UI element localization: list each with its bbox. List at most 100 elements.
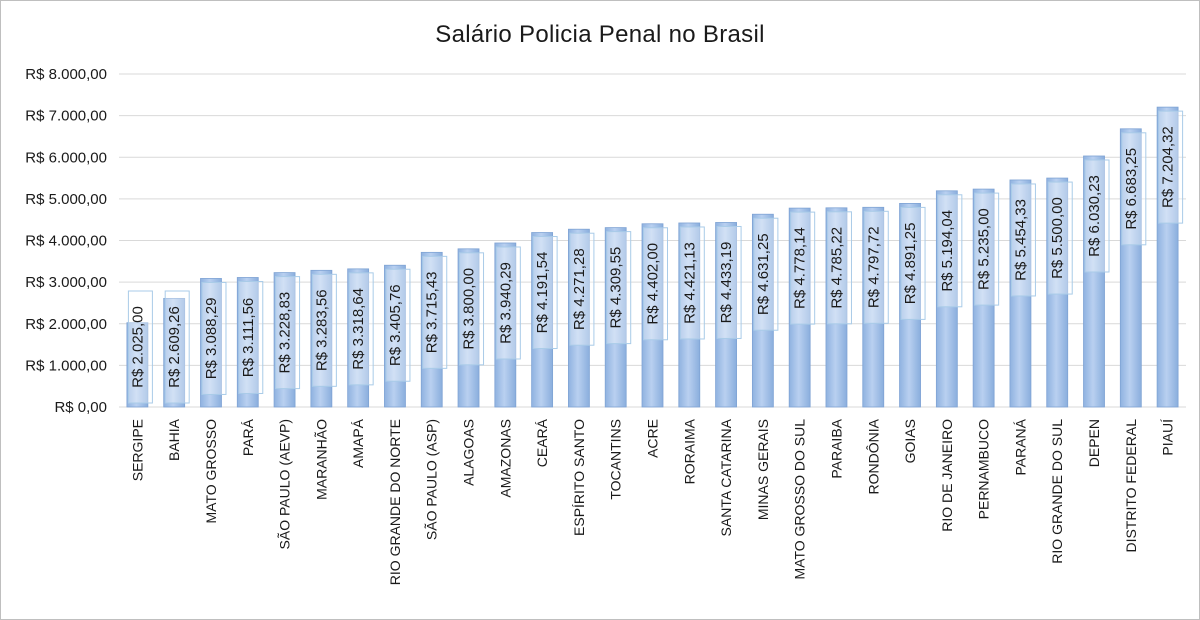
data-label: R$ 4.402,00: [645, 243, 662, 325]
y-tick-label: R$ 4.000,00: [25, 233, 107, 250]
x-tick-label: CEARÁ: [534, 418, 550, 467]
bar: [310, 269, 333, 408]
data-label: R$ 3.715,43: [424, 271, 441, 353]
x-tick-label: MINAS GERAIS: [755, 419, 771, 520]
data-label: R$ 4.309,55: [608, 247, 625, 329]
data-label: R$ 4.778,14: [792, 227, 809, 309]
data-label-box: [753, 217, 779, 331]
data-label: R$ 4.891,25: [902, 223, 919, 305]
x-tick-label: MARANHÃO: [313, 419, 329, 500]
data-label-box: [127, 290, 153, 404]
bar: [1119, 128, 1142, 408]
data-labels: R$ 2.025,00 R$ 2.609,26 R$ 3.088,29 R$ 3.11…: [127, 110, 1184, 404]
y-tick-label: R$ 5.000,00: [25, 191, 107, 208]
data-label-box: [238, 280, 264, 394]
bar: [568, 228, 590, 408]
x-tick-label: PARANÁ: [1012, 418, 1028, 475]
data-label: R$ 4.785,22: [828, 227, 845, 309]
y-tick-label: R$ 7.000,00: [25, 108, 107, 125]
x-tick-label: RORAIMA: [681, 418, 697, 484]
y-axis-ticks: R$ 0,00 R$ 1.000,00 R$ 2.000,00 R$ 3.000,00…: [25, 66, 107, 416]
data-label-box: [679, 226, 705, 340]
x-tick-label: DEPEN: [1086, 419, 1102, 467]
x-tick-label: PARAIBA: [828, 418, 844, 478]
bar: [1046, 177, 1069, 408]
x-tick-label: MATO GROSSO DO SUL: [792, 419, 808, 580]
data-label-box: [201, 281, 227, 395]
bar: [200, 278, 222, 408]
x-tick-label: RONDÔNIA: [865, 418, 881, 494]
x-tick-label: PARÁ: [240, 418, 256, 456]
x-tick-label: GOIAS: [902, 419, 918, 463]
bar: [899, 203, 921, 408]
x-tick-label: ACRE: [645, 419, 661, 458]
data-label: R$ 5.235,00: [976, 208, 993, 290]
data-label: R$ 4.421,13: [681, 242, 698, 324]
data-label: R$ 3.283,56: [313, 289, 330, 371]
bar: [788, 207, 811, 408]
data-label: R$ 2.609,26: [166, 306, 183, 388]
data-label: R$ 3.111,56: [240, 298, 257, 378]
data-label-box: [1084, 159, 1110, 273]
bar: [751, 213, 774, 408]
data-label: R$ 7.204,32: [1160, 126, 1177, 208]
x-tick-label: RIO GRANDE DO SUL: [1049, 419, 1065, 564]
bar: [273, 272, 296, 408]
y-tick-label: R$ 6.000,00: [25, 149, 107, 166]
data-label: R$ 4.797,72: [865, 226, 882, 308]
data-label: R$ 3.228,83: [277, 292, 294, 374]
data-label: R$ 5.454,33: [1012, 199, 1029, 281]
data-label: R$ 6.683,25: [1123, 148, 1140, 230]
bar: [862, 206, 885, 408]
x-tick-label: ESPÍRITO SANTO: [571, 419, 587, 536]
data-label: R$ 3.318,64: [350, 288, 367, 370]
x-tick-label: AMAPÁ: [350, 418, 366, 468]
data-label-box: [790, 211, 816, 325]
data-label: R$ 2.025,00: [129, 306, 146, 388]
x-tick-label: PIAUÍ: [1160, 419, 1176, 456]
data-label-box: [569, 232, 595, 346]
x-tick-label: AMAZONAS: [497, 419, 513, 498]
data-label: R$ 3.405,76: [387, 284, 404, 366]
bar: [678, 222, 701, 408]
x-tick-label: SERGIPE: [129, 419, 145, 481]
data-label-box: [606, 231, 632, 345]
data-label-box: [311, 273, 337, 387]
y-tick-label: R$ 8.000,00: [25, 66, 107, 83]
bar: [494, 242, 517, 408]
data-label-box: [1121, 132, 1147, 246]
data-label-box: [1158, 110, 1184, 224]
data-label-box: [164, 290, 190, 404]
bar: [163, 297, 186, 408]
y-tick-label: R$ 1.000,00: [25, 357, 107, 374]
bar: [604, 227, 627, 408]
bar: [1083, 155, 1105, 408]
bar: [972, 188, 995, 408]
x-tick-label: TOCANTINS: [608, 419, 624, 500]
y-tick-label: R$ 3.000,00: [25, 274, 107, 291]
data-label: R$ 4.631,25: [755, 233, 772, 315]
data-label-box: [826, 211, 852, 325]
data-label-box: [275, 276, 301, 390]
data-label-box: [459, 252, 485, 366]
data-label: R$ 4.433,19: [718, 242, 735, 324]
data-label-box: [643, 227, 668, 341]
data-label: R$ 3.088,29: [203, 298, 220, 380]
bar: [1156, 106, 1179, 408]
data-label-box: [348, 272, 374, 386]
y-tick-label: R$ 0,00: [54, 399, 107, 416]
bar: [641, 223, 664, 408]
data-label-box: [532, 236, 558, 350]
chart-title: Salário Policia Penal no Brasil: [435, 21, 765, 48]
x-tick-label: RIO DE JANEIRO: [939, 419, 955, 532]
data-label-box: [495, 246, 521, 360]
data-label: R$ 6.030,23: [1086, 175, 1103, 257]
bar: [457, 248, 480, 408]
data-label-box: [1010, 183, 1036, 297]
x-tick-label: DISTRITO FEDERAL: [1123, 419, 1139, 553]
y-tick-label: R$ 2.000,00: [25, 316, 107, 333]
x-tick-label: SÃO PAULO (ASP): [424, 419, 440, 540]
bar: [825, 207, 848, 408]
data-label-box: [900, 206, 926, 320]
